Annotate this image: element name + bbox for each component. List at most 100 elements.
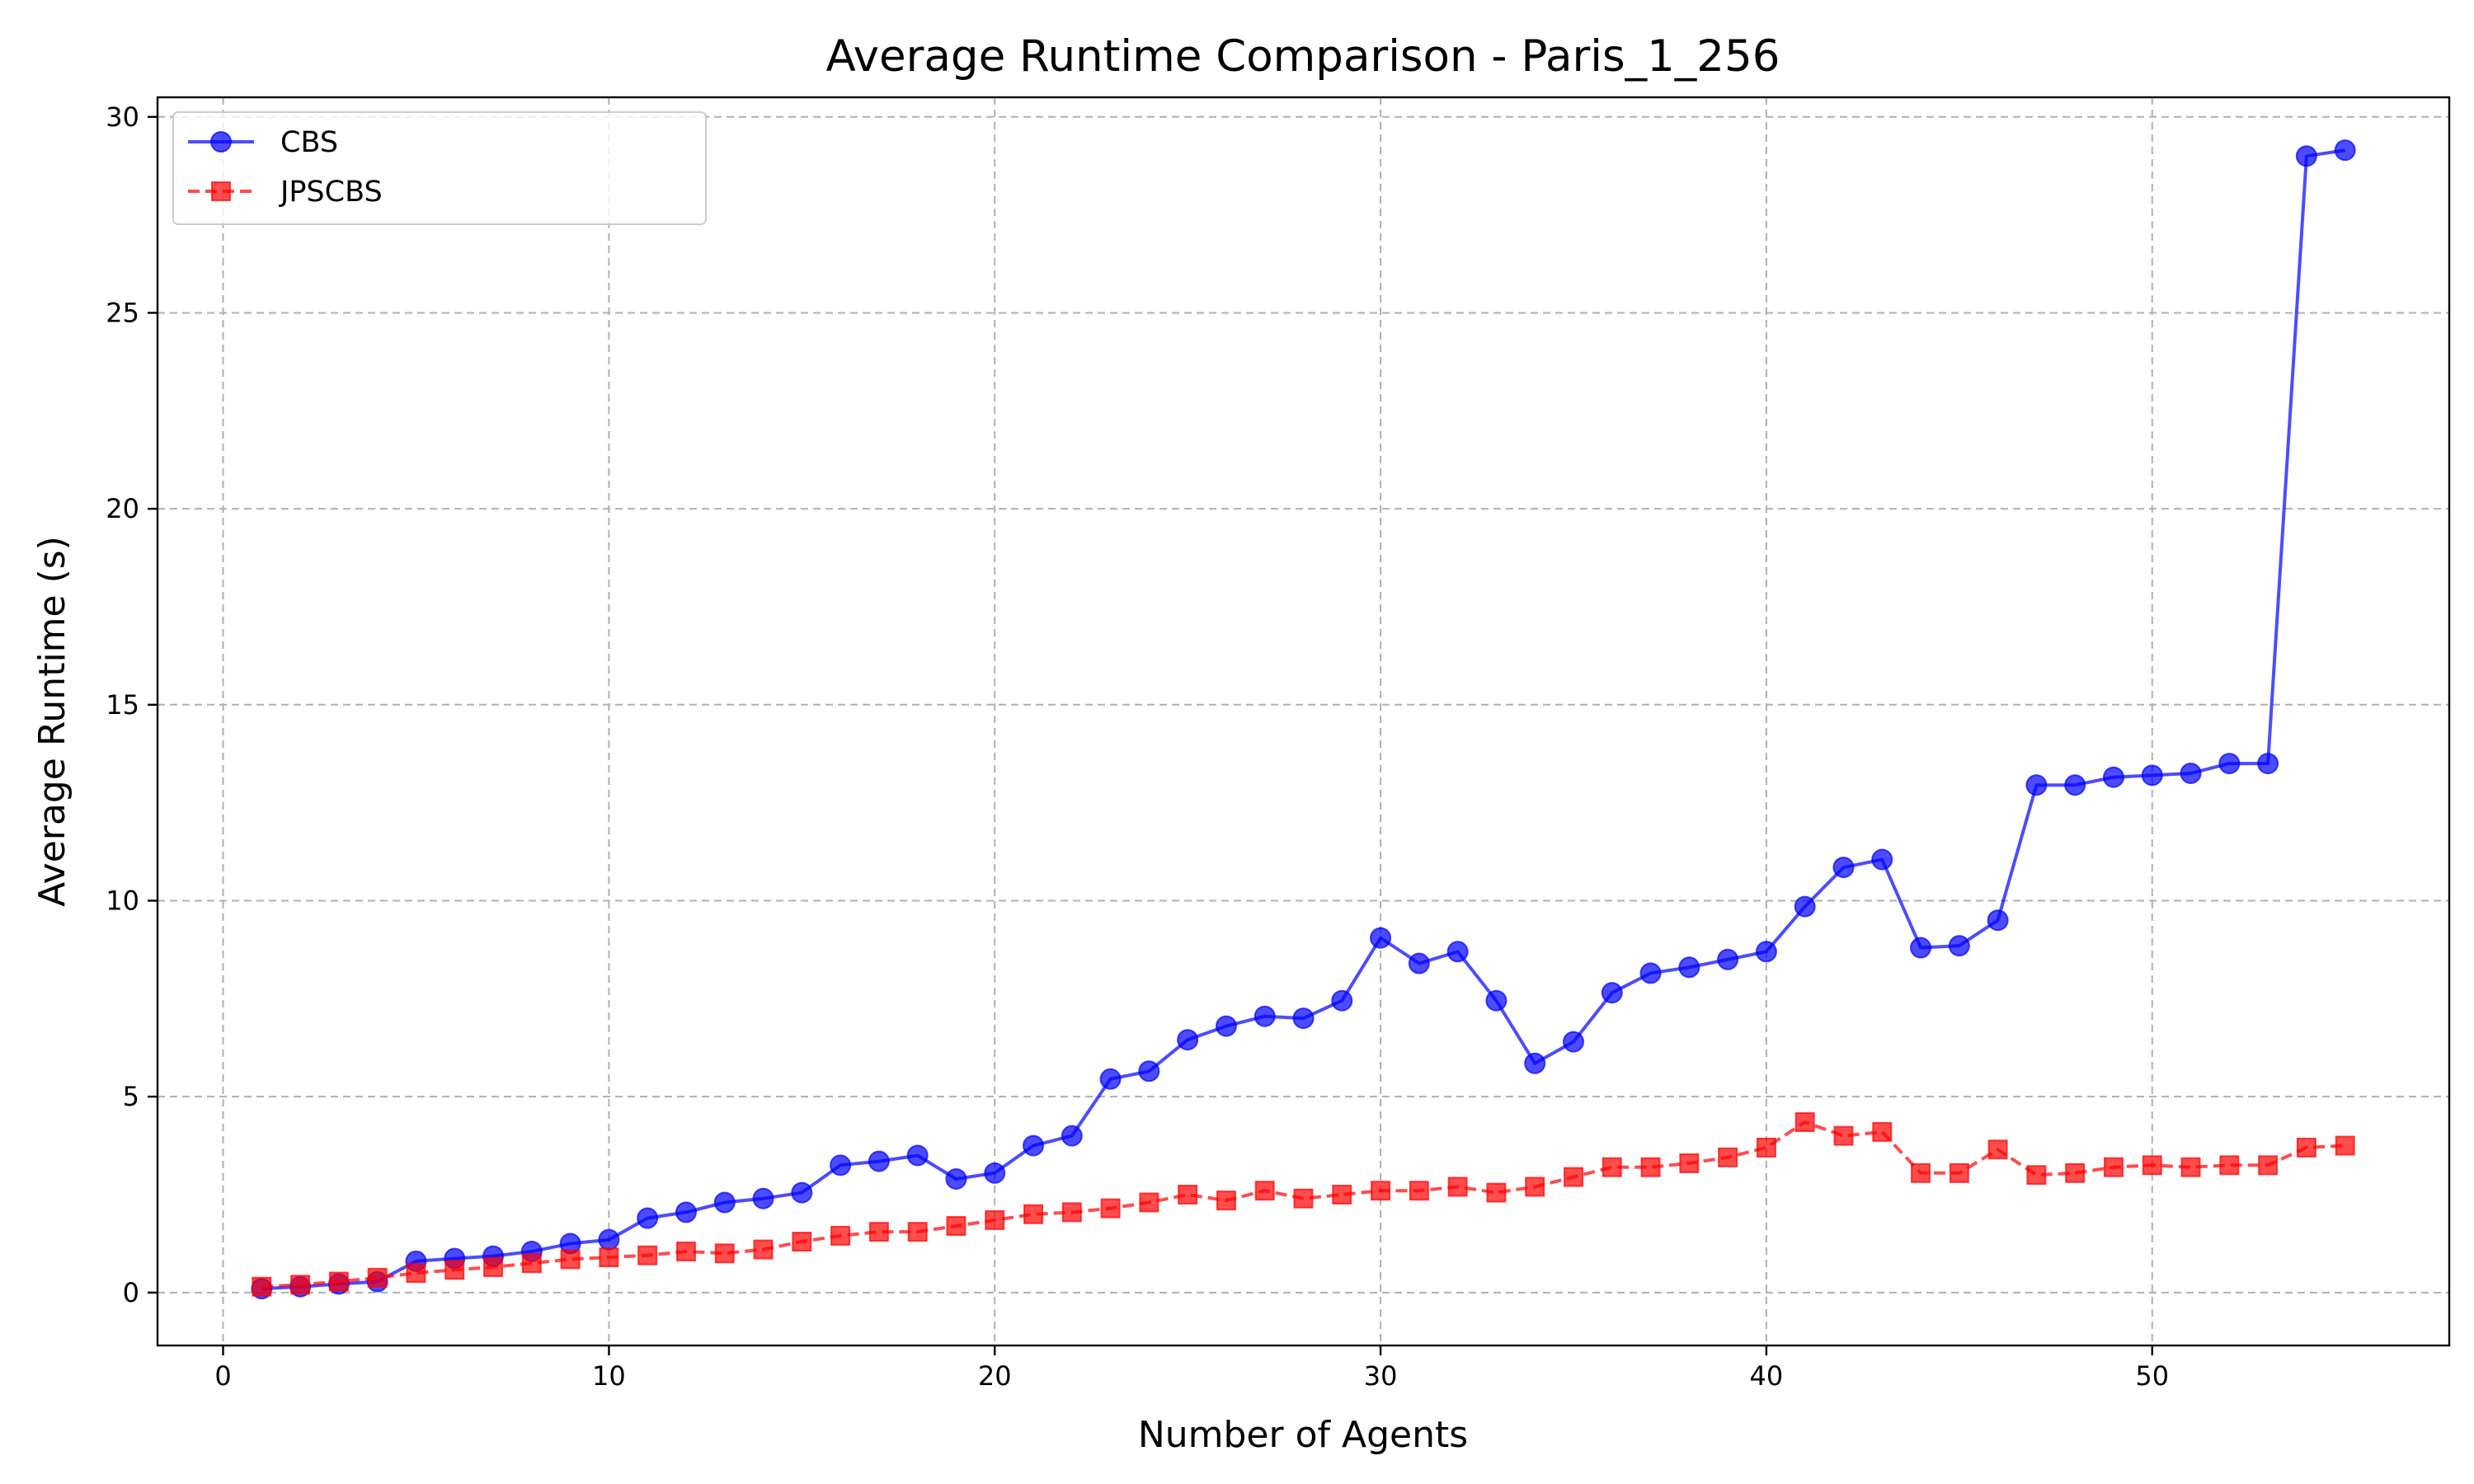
data-point-cbs <box>2141 764 2163 787</box>
data-point-jpscbs <box>1949 1162 1969 1183</box>
y-axis-label: Average Runtime (s) <box>31 536 73 907</box>
series-layer <box>251 139 2356 1300</box>
data-point-cbs <box>1370 927 1392 949</box>
data-point-jpscbs <box>714 1243 735 1264</box>
data-point-cbs <box>1215 1015 1237 1037</box>
data-point-jpscbs <box>252 1276 272 1297</box>
legend-marker-cbs <box>210 131 232 153</box>
data-point-cbs <box>2295 145 2317 167</box>
x-tick-label: 10 <box>592 1360 626 1392</box>
data-point-jpscbs <box>1679 1153 1700 1173</box>
data-point-cbs <box>2257 753 2279 775</box>
data-point-jpscbs <box>1718 1147 1738 1167</box>
tick-layer: 0 10 20 30 40 50 0 5 10 15 20 25 30 <box>106 101 2169 1392</box>
data-point-jpscbs <box>1794 1112 1815 1133</box>
data-point-jpscbs <box>444 1260 465 1280</box>
data-point-jpscbs <box>985 1209 1005 1230</box>
data-point-jpscbs <box>1486 1182 1507 1203</box>
y-tick-label: 30 <box>106 101 139 133</box>
data-point-cbs <box>1948 935 1970 957</box>
data-point-jpscbs <box>367 1267 388 1288</box>
data-point-jpscbs <box>328 1271 349 1292</box>
data-point-cbs <box>1871 848 1893 871</box>
data-point-jpscbs <box>1911 1162 1931 1183</box>
x-tick-label: 30 <box>1364 1360 1398 1392</box>
series-cbs <box>251 139 2356 1300</box>
data-point-cbs <box>1987 909 2009 932</box>
data-point-cbs <box>791 1181 813 1204</box>
grid-layer <box>158 97 2449 1345</box>
data-point-cbs <box>1446 941 1469 963</box>
data-point-jpscbs <box>483 1256 504 1277</box>
data-point-jpscbs <box>1332 1184 1352 1205</box>
data-point-jpscbs <box>675 1241 696 1261</box>
legend-entry-jpscbs: JPSCBS <box>188 176 383 209</box>
x-tick-label: 20 <box>978 1360 1012 1392</box>
legend-entries: CBS JPSCBS <box>188 126 383 209</box>
data-point-jpscbs <box>1602 1157 1622 1177</box>
data-point-cbs <box>1794 895 1816 918</box>
data-point-cbs <box>1639 962 1662 984</box>
data-point-cbs <box>1562 1031 1584 1053</box>
data-point-cbs <box>1253 1005 1276 1027</box>
data-point-cbs <box>1717 948 1739 970</box>
data-point-jpscbs <box>1640 1157 1661 1177</box>
data-point-jpscbs <box>1987 1139 2008 1160</box>
data-point-cbs <box>1910 937 1932 959</box>
data-point-cbs <box>1408 952 1430 974</box>
data-point-cbs <box>675 1201 697 1223</box>
data-point-cbs <box>1331 989 1353 1012</box>
data-point-jpscbs <box>599 1247 619 1268</box>
data-point-jpscbs <box>406 1263 426 1284</box>
series-jpscbs <box>252 1112 2355 1297</box>
data-point-cbs <box>1832 857 1855 879</box>
data-point-cbs <box>1755 941 1777 963</box>
y-tick-label: 15 <box>106 689 139 721</box>
data-point-cbs <box>2064 774 2086 796</box>
data-point-cbs <box>906 1144 929 1167</box>
data-point-jpscbs <box>2065 1162 2086 1183</box>
data-point-cbs <box>1177 1029 1199 1051</box>
data-point-jpscbs <box>1061 1202 1082 1223</box>
data-point-jpscbs <box>637 1245 658 1266</box>
data-point-jpscbs <box>2219 1155 2240 1176</box>
data-point-jpscbs <box>1756 1137 1776 1158</box>
data-point-cbs <box>830 1154 852 1176</box>
x-axis-label: Number of Agents <box>1138 1414 1468 1456</box>
data-point-jpscbs <box>290 1275 311 1295</box>
data-point-jpscbs <box>1178 1184 1198 1205</box>
data-point-cbs <box>713 1191 736 1214</box>
legend-marker-jpscbs <box>211 181 231 201</box>
x-tick-label: 40 <box>1750 1360 1784 1392</box>
data-point-cbs <box>984 1162 1006 1184</box>
data-point-jpscbs <box>1371 1181 1391 1201</box>
data-point-cbs <box>1023 1134 1045 1157</box>
data-point-jpscbs <box>868 1222 889 1242</box>
x-tick-label: 0 <box>214 1360 231 1392</box>
data-point-cbs <box>1601 982 1623 1004</box>
data-point-cbs <box>2102 766 2124 788</box>
data-point-cbs <box>1099 1068 1122 1090</box>
legend: CBS JPSCBS <box>172 111 707 225</box>
data-point-jpscbs <box>753 1239 774 1260</box>
data-point-jpscbs <box>1100 1198 1121 1219</box>
data-point-jpscbs <box>1409 1181 1429 1201</box>
data-point-jpscbs <box>521 1253 542 1274</box>
legend-label-jpscbs: JPSCBS <box>279 176 383 209</box>
data-point-jpscbs <box>1872 1121 1893 1142</box>
y-tick-label: 10 <box>106 885 139 916</box>
data-point-jpscbs <box>2258 1155 2279 1176</box>
data-point-cbs <box>1678 956 1700 979</box>
data-point-jpscbs <box>1833 1125 1854 1146</box>
data-point-jpscbs <box>2180 1157 2201 1177</box>
data-point-jpscbs <box>830 1225 851 1246</box>
data-point-cbs <box>2218 753 2241 775</box>
data-point-jpscbs <box>1023 1204 1044 1224</box>
y-tick-label: 5 <box>123 1081 139 1112</box>
y-tick-label: 20 <box>106 493 139 524</box>
data-point-cbs <box>2180 762 2202 784</box>
y-tick-label: 25 <box>106 297 139 328</box>
